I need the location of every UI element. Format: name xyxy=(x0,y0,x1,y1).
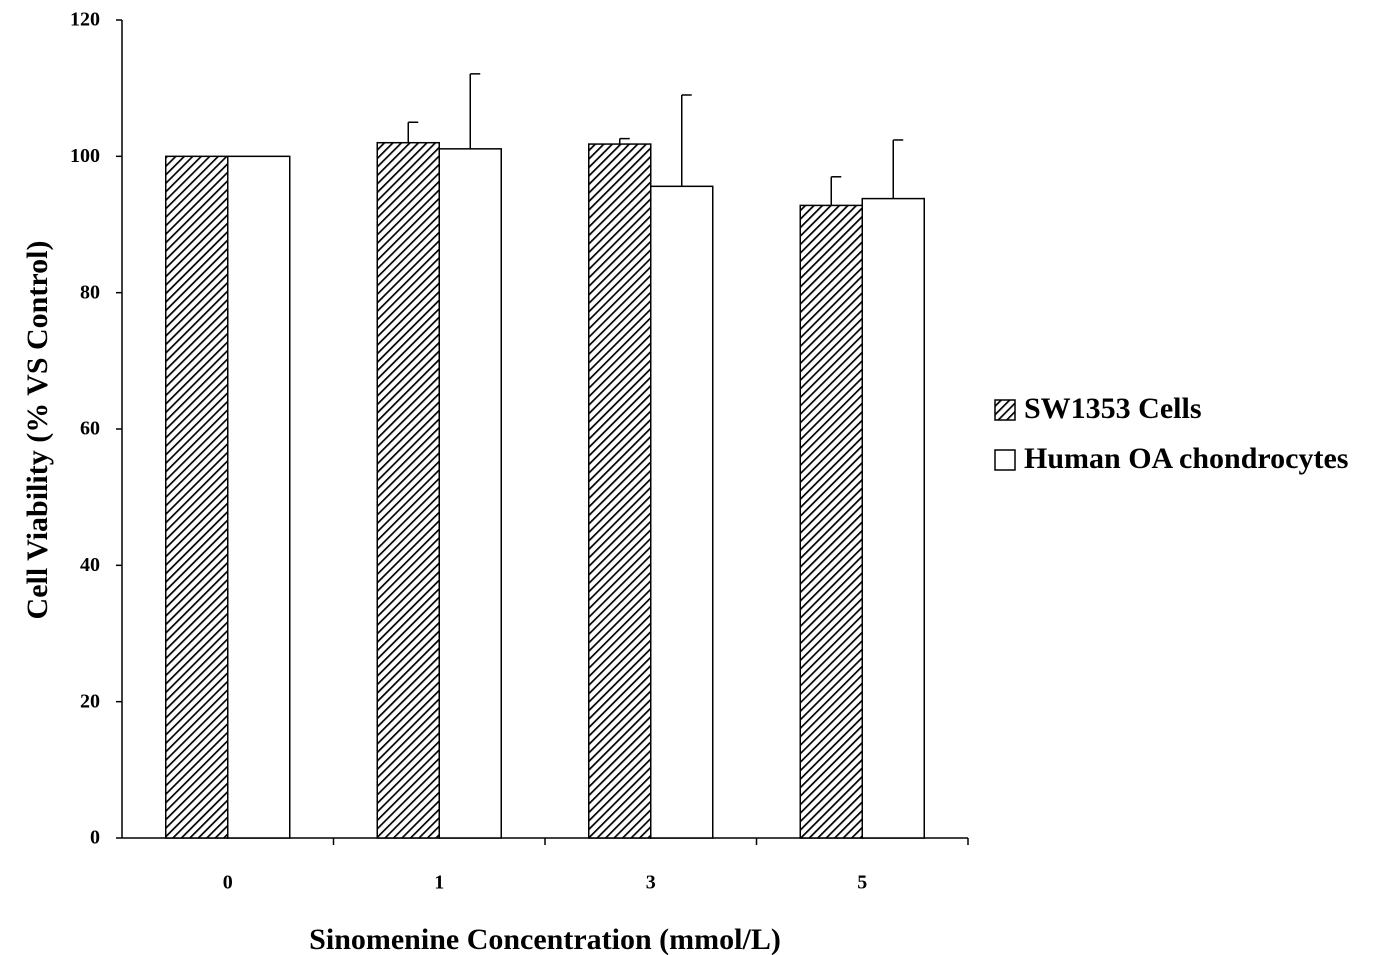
bar-sw1353-3 xyxy=(588,143,652,839)
y-axis-title: Cell Viability (% VS Control) xyxy=(21,241,54,620)
x-tick-label: 3 xyxy=(646,872,656,894)
legend-swatch-sw1353 xyxy=(994,399,1016,421)
bar-human-oa-0 xyxy=(227,155,291,839)
legend-label-human-oa: Human OA chondrocytes xyxy=(1024,442,1348,475)
y-tick-label: 40 xyxy=(80,554,100,576)
legend-label-sw1353: SW1353 Cells xyxy=(1024,392,1202,425)
legend: SW1353 Cells Human OA chondrocytes xyxy=(994,392,1348,475)
y-tick-label: 120 xyxy=(70,9,100,31)
y-tick-label: 0 xyxy=(90,827,100,849)
bar-sw1353-0 xyxy=(165,155,229,839)
y-tick-label: 100 xyxy=(70,145,100,167)
y-tick-label: 20 xyxy=(80,690,100,712)
x-tick-label: 1 xyxy=(434,872,444,894)
legend-swatch-human-oa xyxy=(994,449,1016,471)
bar-human-oa-5 xyxy=(861,197,925,839)
plot-area: 0 20 40 60 80 100 120 0 1 3 5 xyxy=(70,9,969,894)
bar-sw1353-1 xyxy=(376,141,440,839)
y-tick-label: 60 xyxy=(80,418,100,440)
bar-human-oa-1 xyxy=(438,148,502,839)
x-tick-label: 5 xyxy=(857,872,867,894)
y-tick-label: 80 xyxy=(80,281,100,303)
x-tick-label: 0 xyxy=(223,872,233,894)
x-axis-title: Sinomenine Concentration (mmol/L) xyxy=(309,923,781,955)
bar-human-oa-3 xyxy=(650,185,714,839)
bar-sw1353-5 xyxy=(799,204,863,839)
